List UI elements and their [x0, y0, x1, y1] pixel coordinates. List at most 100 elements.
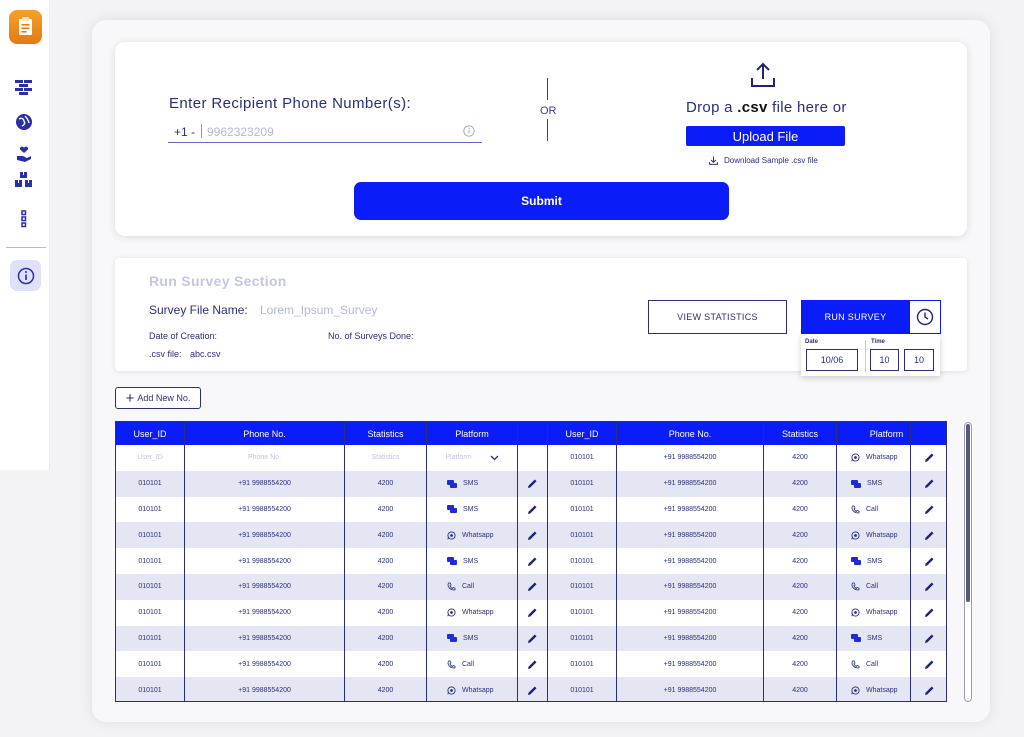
phone-info-icon[interactable]	[463, 125, 475, 137]
pencil-icon	[924, 556, 935, 567]
column-divider	[910, 422, 911, 701]
edit-button[interactable]	[911, 626, 946, 652]
edit-button[interactable]	[911, 600, 946, 626]
user-id-input[interactable]: User_ID	[137, 454, 163, 462]
table-scrollbar-thumb[interactable]	[966, 424, 970, 602]
run-survey-button[interactable]: RUN SURVEY	[801, 300, 910, 334]
schedule-time-label: Time	[871, 339, 885, 345]
statistics-cell: 4200	[792, 634, 808, 642]
view-statistics-button[interactable]: VIEW STATISTICS	[648, 300, 787, 334]
schedule-button[interactable]	[909, 300, 941, 334]
edit-button[interactable]	[518, 471, 547, 497]
platform-cell: Whatsapp	[427, 600, 517, 626]
phone-number-input[interactable]	[207, 124, 447, 140]
upload-file-button[interactable]: Upload File	[686, 126, 845, 146]
platform-cell: SMS	[427, 497, 517, 523]
run-survey-section-title: Run Survey Section	[149, 273, 287, 289]
edit-button[interactable]	[911, 445, 946, 471]
edit-button[interactable]	[911, 677, 946, 701]
pencil-icon	[527, 659, 538, 670]
submit-button[interactable]: Submit	[354, 182, 729, 220]
edit-button[interactable]	[518, 574, 547, 600]
statistics-cell: 4200	[377, 531, 394, 539]
user-id-cell: 010101	[138, 634, 162, 642]
call-icon	[447, 582, 456, 591]
edit-button[interactable]	[911, 497, 946, 523]
platform-cell: Whatsapp	[837, 445, 910, 471]
schedule-date-input[interactable]: 10/06	[806, 349, 858, 371]
table-row: 010101 +91 9988554200 4200 Whatsapp 010101 +9…	[116, 522, 946, 549]
platform-select[interactable]: Platform	[427, 445, 517, 471]
phone-cell: +91 9988554200	[663, 454, 717, 462]
phone-cell: +91 9988554200	[238, 531, 291, 539]
surveys-done-label: No. of Surveys Done:	[328, 331, 414, 341]
edit-button[interactable]	[518, 497, 547, 523]
column-divider	[836, 422, 837, 701]
plus-icon: +	[125, 389, 135, 407]
pencil-icon	[924, 581, 935, 592]
edit-button[interactable]	[911, 651, 946, 677]
platform-label: Whatsapp	[866, 454, 898, 462]
whatsapp-icon	[447, 531, 456, 540]
more-vertical-icon[interactable]	[14, 209, 34, 229]
boxes-icon[interactable]	[14, 170, 34, 190]
schedule-minute-input[interactable]: 10	[904, 349, 934, 371]
phone-cell: +91 9988554200	[238, 505, 291, 513]
platform-cell: Call	[427, 651, 517, 677]
platform-label: Whatsapp	[866, 609, 898, 617]
platform-cell: Whatsapp	[837, 677, 910, 701]
schedule-date-label: Date	[805, 339, 819, 345]
edit-button[interactable]	[518, 677, 547, 701]
user-id-cell: 010101	[570, 660, 594, 668]
edit-button[interactable]	[911, 548, 946, 574]
or-divider-top	[547, 78, 548, 100]
whatsapp-icon	[851, 608, 860, 617]
pencil-icon	[924, 530, 935, 541]
schedule-hour-input[interactable]: 10	[870, 349, 899, 371]
app-logo[interactable]	[9, 10, 42, 44]
edit-button[interactable]	[911, 522, 946, 548]
download-sample-link[interactable]: Download Sample .csv file	[709, 156, 818, 165]
user-id-cell: 010101	[138, 480, 162, 488]
or-divider-bottom	[547, 119, 548, 141]
platform-cell: SMS	[837, 548, 910, 574]
sms-icon	[851, 479, 861, 488]
pencil-icon	[924, 478, 935, 489]
drop-suffix: file here or	[767, 99, 847, 116]
platform-cell: SMS	[427, 548, 517, 574]
pencil-icon	[527, 504, 538, 515]
edit-button[interactable]	[518, 651, 547, 677]
edit-button[interactable]	[518, 548, 547, 574]
csv-file-value: abc.csv	[190, 349, 221, 359]
edit-button[interactable]	[518, 600, 547, 626]
drop-csv-text: Drop a .csv file here or	[686, 99, 847, 116]
platform-label: SMS	[463, 505, 479, 513]
hand-heart-icon[interactable]	[14, 144, 34, 164]
col-header-statistics-2: Statistics	[781, 428, 818, 439]
statistics-input[interactable]: Statistics	[371, 454, 400, 462]
drop-prefix: Drop a	[686, 99, 738, 116]
edit-button[interactable]	[518, 522, 547, 548]
edit-button[interactable]	[911, 471, 946, 497]
user-id-cell: 010101	[570, 583, 594, 591]
sms-icon	[851, 634, 861, 643]
user-id-cell: 010101	[138, 505, 162, 513]
platform-label: Call	[866, 505, 879, 513]
phone-input-cell[interactable]: Phone No.	[247, 454, 282, 462]
table-row: 010101 +91 9988554200 4200 SMS 010101 +91 998…	[116, 625, 946, 652]
phone-cell: +91 9988554200	[238, 480, 291, 488]
platform-label: Call	[462, 583, 475, 591]
platform-label: Whatsapp	[866, 531, 898, 539]
globe-icon[interactable]	[14, 112, 34, 132]
statistics-cell: 4200	[792, 609, 808, 617]
country-code-prefix[interactable]: +1 -	[174, 125, 196, 139]
add-new-number-button[interactable]: + Add New No.	[115, 387, 201, 409]
info-button[interactable]	[10, 260, 41, 291]
pencil-icon	[527, 607, 538, 618]
row-stripe	[548, 470, 946, 497]
edit-button[interactable]	[518, 626, 547, 652]
wall-icon[interactable]	[14, 77, 34, 97]
edit-button[interactable]	[911, 574, 946, 600]
platform-cell: SMS	[837, 626, 910, 652]
table-row: 010101 +91 9988554200 4200 Whatsapp 010101 +9…	[116, 677, 946, 701]
